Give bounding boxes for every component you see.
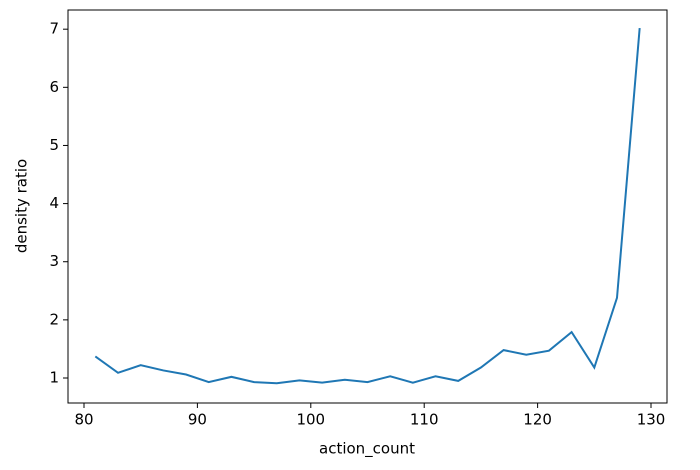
y-tick-label: 4 [49,194,59,212]
x-tick-label: 130 [637,411,666,429]
y-tick-label: 1 [49,369,59,387]
y-axis-label: density ratio [13,159,31,253]
y-tick-label: 6 [49,78,59,96]
y-tick-label: 3 [49,252,59,270]
x-axis-label: action_count [319,440,415,459]
x-tick-label: 120 [523,411,552,429]
x-tick-label: 90 [188,411,207,429]
x-tick-label: 80 [74,411,93,429]
y-tick-label: 7 [49,20,59,38]
data-line [94,27,641,385]
x-tick-label: 110 [410,411,439,429]
axes-frame [67,9,668,404]
y-tick-label: 2 [49,310,59,328]
x-tick-label: 100 [296,411,325,429]
y-tick-label: 5 [49,136,59,154]
